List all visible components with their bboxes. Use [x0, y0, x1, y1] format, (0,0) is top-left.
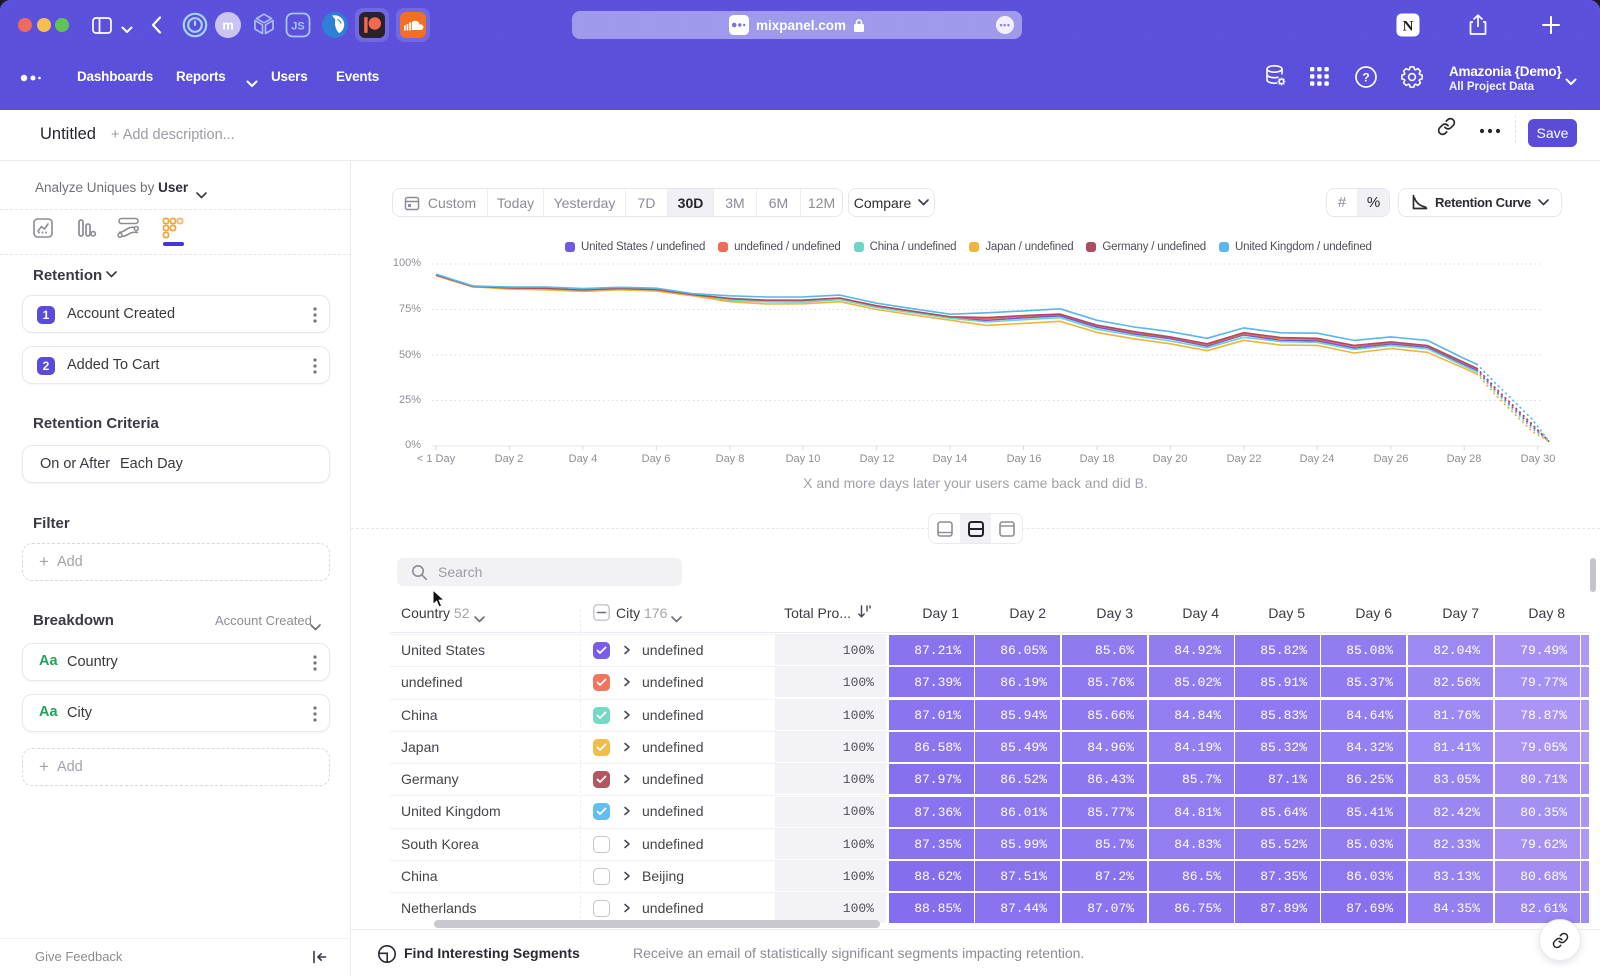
svg-text:?: ?: [1362, 70, 1369, 84]
svg-text:m: m: [222, 18, 234, 33]
svg-text:JS: JS: [291, 21, 304, 33]
svg-text:N: N: [1403, 19, 1414, 35]
